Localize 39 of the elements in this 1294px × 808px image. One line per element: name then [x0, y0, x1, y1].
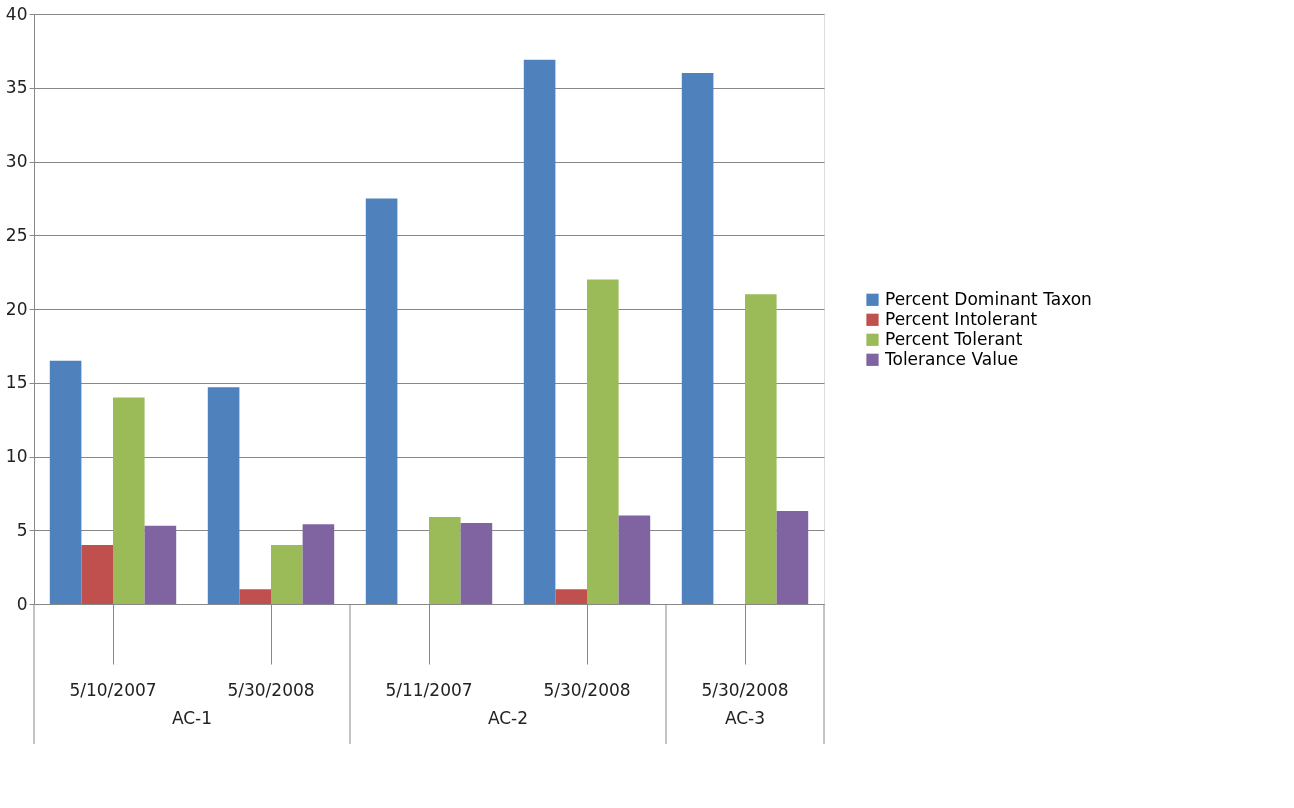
- y-tick-label: 25: [5, 224, 28, 245]
- y-tick-label: 5: [16, 519, 28, 540]
- legend-label: Tolerance Value: [884, 348, 1019, 369]
- bar: [429, 516, 461, 604]
- text: AC-3: [724, 708, 766, 728]
- y-tick-label: 15: [5, 372, 28, 393]
- text: AC-1: [171, 708, 213, 728]
- y-tick-label: 20: [5, 298, 28, 319]
- bar: [207, 387, 240, 604]
- bar: [776, 511, 809, 604]
- bar: [239, 589, 271, 604]
- bar: [460, 522, 493, 604]
- bar: [587, 279, 619, 604]
- x-tick-label: 5/30/2008: [227, 679, 315, 700]
- bar: [555, 589, 587, 604]
- x-tick-label: 5/30/2008: [543, 679, 631, 700]
- legend-label: Percent Tolerant: [885, 328, 1023, 349]
- x-tick-label: 5/30/2008: [701, 679, 789, 700]
- text: AC-2: [487, 708, 529, 728]
- bar: [365, 198, 398, 604]
- x-tick-label: 5/10/2007: [69, 679, 157, 700]
- bar: [81, 545, 113, 604]
- bar: [49, 360, 82, 604]
- legend-label: Percent Intolerant: [885, 308, 1038, 329]
- bar: [144, 525, 177, 604]
- bar: [271, 545, 303, 604]
- x-tick-label: 5/11/2007: [385, 679, 473, 700]
- bar: [618, 515, 651, 604]
- bar: [681, 73, 714, 604]
- bar: [523, 59, 556, 604]
- bar: [745, 294, 777, 604]
- y-tick-label: 30: [5, 151, 28, 171]
- bar: [113, 397, 145, 604]
- y-tick-label: 35: [5, 77, 28, 98]
- legend-label: Percent Dominant Taxon: [885, 288, 1092, 309]
- y-tick-label: 10: [5, 446, 28, 466]
- bar: [302, 524, 335, 604]
- y-tick-label: 0: [16, 593, 28, 614]
- y-tick-label: 40: [5, 3, 28, 24]
